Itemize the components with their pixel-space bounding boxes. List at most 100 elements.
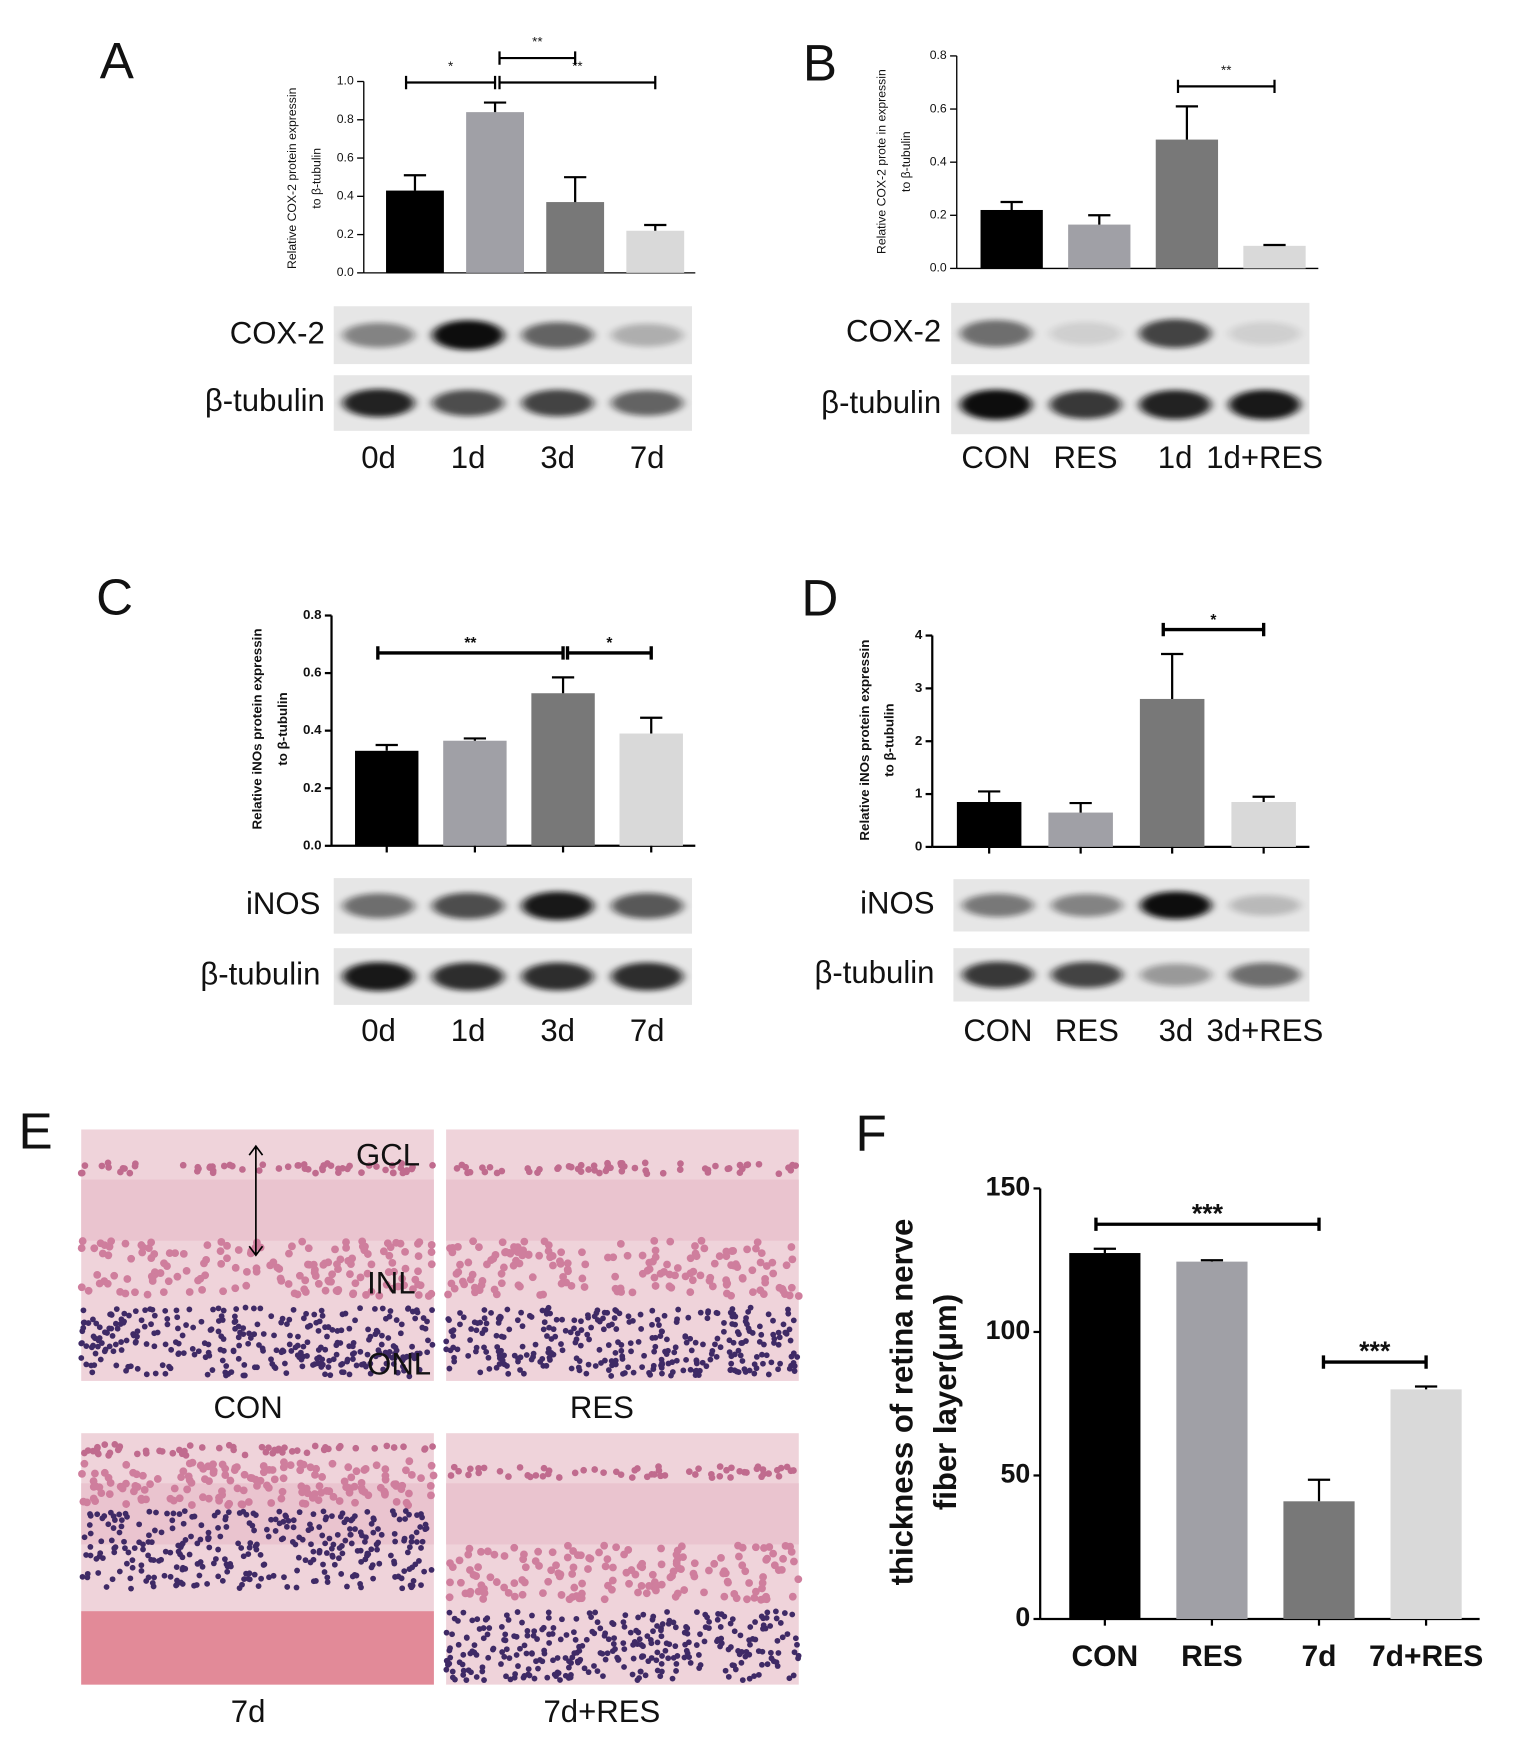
nucleus <box>460 1651 467 1658</box>
error-bar <box>640 716 663 734</box>
nucleus <box>252 1543 259 1550</box>
blot-band <box>1139 319 1211 348</box>
nucleus <box>651 1348 658 1355</box>
nucleus <box>447 1279 456 1288</box>
nucleus <box>612 1543 621 1552</box>
nucleus <box>113 1320 119 1327</box>
nucleus <box>429 1307 435 1313</box>
nucleus <box>310 1548 317 1555</box>
nucleus <box>638 1326 645 1332</box>
nucleus <box>612 1468 620 1476</box>
nucleus <box>260 1331 267 1337</box>
nucleus <box>270 1572 277 1579</box>
nucleus <box>219 1317 226 1323</box>
nucleus <box>736 1467 744 1475</box>
y-tick-label: 0.8 <box>303 607 322 622</box>
nucleus <box>159 1288 168 1297</box>
nucleus <box>749 1288 757 1297</box>
nucleus <box>281 1360 288 1367</box>
nucleus <box>191 1582 197 1589</box>
significance-bracket <box>404 75 497 90</box>
nucleus <box>295 1271 304 1280</box>
nucleus <box>473 1674 480 1680</box>
blot-label: iNOS <box>860 886 934 921</box>
nucleus <box>662 1348 668 1355</box>
nucleus <box>417 1474 425 1482</box>
nucleus <box>481 1677 487 1683</box>
nucleus <box>386 1313 393 1320</box>
nucleus <box>738 1543 747 1552</box>
nucleus <box>391 1558 397 1565</box>
nucleus <box>303 1449 311 1457</box>
nucleus <box>312 1578 319 1584</box>
nucleus <box>204 1580 211 1587</box>
nucleus <box>94 1443 101 1451</box>
significance-label: * <box>1210 612 1217 629</box>
nucleus <box>145 1539 152 1545</box>
nucleus <box>492 1578 501 1586</box>
nucleus <box>549 1261 557 1270</box>
nucleus <box>330 1356 337 1363</box>
error-bar <box>1175 105 1199 140</box>
nucleus <box>567 1329 574 1336</box>
nucleus <box>583 1636 590 1643</box>
nucleus <box>557 1636 564 1643</box>
nucleus <box>123 1275 132 1283</box>
nucleus <box>81 1449 88 1457</box>
nucleus <box>324 1258 333 1267</box>
nucleus <box>235 1323 242 1330</box>
nucleus <box>188 1501 196 1509</box>
nucleus <box>638 1559 646 1568</box>
nucleus <box>341 1519 348 1526</box>
nucleus <box>465 1544 474 1553</box>
nucleus <box>704 1614 710 1621</box>
nucleus <box>344 1358 350 1365</box>
error-bar <box>1093 1247 1116 1254</box>
nucleus <box>284 1163 292 1171</box>
layer-label: INL <box>367 1265 415 1300</box>
nucleus <box>213 1556 219 1562</box>
nucleus <box>457 1321 463 1328</box>
histology-image <box>78 1433 438 1685</box>
lane-label: 1d <box>1158 440 1193 475</box>
nucleus <box>788 1255 797 1264</box>
nucleus <box>646 1369 652 1376</box>
significance-bracket <box>498 51 577 65</box>
nucleus <box>371 1516 377 1523</box>
bar <box>980 209 1043 269</box>
nucleus <box>164 1321 171 1328</box>
nucleus <box>271 1363 278 1370</box>
nucleus <box>753 1238 762 1247</box>
nucleus <box>429 1341 436 1348</box>
nucleus <box>770 1658 777 1665</box>
nucleus <box>257 1551 264 1558</box>
nucleus <box>209 1367 216 1373</box>
nucleus <box>731 1351 738 1358</box>
nucleus <box>418 1545 424 1551</box>
nucleus <box>540 1326 547 1333</box>
nucleus <box>768 1258 777 1267</box>
nucleus <box>669 1567 678 1576</box>
x-tick-label: 7d <box>1301 1640 1336 1673</box>
nucleus <box>409 1564 416 1571</box>
nucleus <box>293 1584 300 1591</box>
nucleus <box>563 1632 570 1638</box>
nucleus <box>196 1461 205 1470</box>
nucleus <box>578 1248 586 1257</box>
nucleus <box>258 1443 266 1451</box>
y-axis-label: to β-tubulin <box>899 131 913 192</box>
nucleus <box>785 1310 792 1317</box>
nucleus <box>463 1677 470 1683</box>
nucleus <box>272 1528 279 1534</box>
nucleus <box>324 1579 331 1586</box>
nucleus <box>539 1472 547 1480</box>
blot-band <box>962 893 1034 917</box>
layer-label: GCL <box>356 1138 420 1173</box>
nucleus <box>605 1636 612 1643</box>
nucleus <box>169 1496 178 1505</box>
nucleus <box>794 1354 801 1360</box>
nucleus <box>364 1491 373 1500</box>
nucleus <box>92 1350 99 1357</box>
nucleus <box>751 1543 760 1552</box>
nucleus <box>505 1473 512 1480</box>
